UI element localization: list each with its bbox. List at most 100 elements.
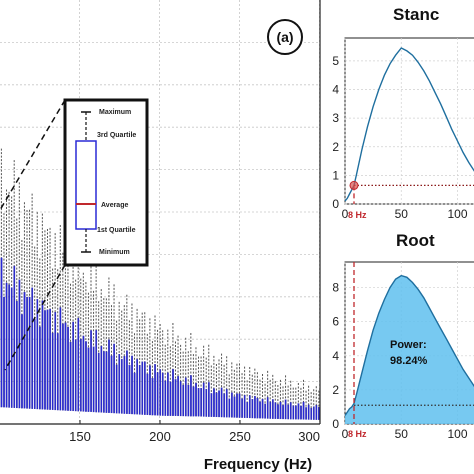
boxplot-box [72,321,74,412]
boxplot-x-tick-label: 150 [69,429,91,444]
boxplot-box [289,402,292,420]
boxplot-x-tick-label: 200 [149,429,171,444]
boxplot-box [225,389,228,418]
boxplot-box [33,319,36,409]
boxplot-box [295,405,297,420]
boxplot-box [144,361,146,415]
boxplot-box [210,393,213,417]
boxplot-box [156,372,159,416]
boxplot-box [228,398,231,418]
bottom-right-x-tick-label: 50 [395,427,409,441]
top-right-plot-area [344,37,474,205]
boxplot-box [312,406,315,420]
boxplot-box [39,326,41,410]
boxplot-box [305,407,307,420]
power-value: 98.24% [390,355,428,367]
boxplot-x-tick-label: 300 [298,429,320,444]
boxplot-box [41,300,44,410]
boxplot-box [10,287,13,408]
boxplot-box [202,382,205,417]
top-right-line [344,47,474,202]
boxplot-box [128,365,131,415]
boxplot-box [138,365,141,415]
boxplot-box [87,347,90,412]
boxplot-box [205,388,208,417]
boxplot-box [141,361,144,415]
legend-box [75,140,97,230]
boxplot-boxes [0,148,320,420]
boxplot-box [284,399,287,420]
boxplot-box [8,284,10,408]
boxplot-box [197,388,200,417]
boxplot-box [282,405,284,420]
boxplot-box [49,308,51,410]
boxplot-box [215,392,218,418]
legend-label-average: Average [101,202,128,209]
top-right-cutoff-marker [349,180,359,190]
boxplot-box [16,301,18,409]
boxplot-box [182,384,185,417]
boxplot-box [272,399,274,419]
bottom-right-y-tick-label: 4 [332,349,339,363]
boxplot-box [44,310,46,410]
boxplot-x-axis-title: Frequency (Hz) [204,456,312,473]
boxplot-box [67,326,69,411]
boxplot-box [105,351,108,413]
boxplot-box [177,376,179,417]
bottom-right-panel: Root 0 50 100 0 2 4 6 8 8 Hz Power: 98.24% [332,231,474,441]
boxplot-box [310,407,313,420]
bottom-right-line [344,274,474,416]
legend-label-minimum: Minimum [99,249,130,256]
boxplot-box [131,355,133,415]
boxplot-x-ticks: 150 200 250 300 [69,420,321,444]
boxplot-box [133,372,136,415]
top-right-y-tick-label: 4 [332,83,339,97]
boxplot-panel: 150 200 250 300 Frequency (Hz) (a) Maximum … [0,0,321,473]
boxplot-box [0,257,3,408]
boxplot-box [56,333,59,411]
boxplot-box [90,330,92,412]
boxplot-box [184,377,187,417]
top-right-y-tick-label: 2 [332,140,339,154]
boxplot-box [82,335,85,412]
boxplot-box [190,375,192,417]
boxplot-box [100,345,103,413]
bottom-right-x-tick-label: 0 [342,427,349,441]
boxplot-box [231,392,233,418]
boxplot-box [167,372,169,416]
boxplot-box [146,373,149,415]
boxplot-box [113,343,115,414]
top-right-x-tick-label: 100 [447,207,467,221]
boxplot-box [169,381,172,416]
boxplot-box [46,309,49,410]
boxplot-box [154,364,156,416]
top-right-title: Stanc [393,5,439,24]
bottom-right-x-tick-label: 100 [447,427,467,441]
boxplot-box [64,322,67,411]
boxplot-box [5,282,8,408]
boxplot-box [80,339,82,412]
boxplot-box [259,401,261,419]
legend-label-q1: 1st Quartile [97,227,136,234]
bottom-right-y-tick-label: 6 [332,315,339,329]
boxplot-box [246,402,249,418]
boxplot-box [277,404,279,419]
boxplot-box [195,383,197,417]
boxplot-box [315,405,318,420]
boxplot-box [213,388,215,417]
boxplot-box [297,403,300,420]
top-right-cutoff-label: 8 Hz [348,210,367,220]
boxplot-box [126,350,128,414]
boxplot-box [95,330,98,413]
boxplot-box [159,369,162,416]
boxplot-box [261,398,264,419]
bottom-right-area [345,275,474,424]
bottom-right-series [344,262,474,424]
boxplot-box [179,381,182,417]
top-right-y-tick-label: 3 [332,111,339,125]
boxplot-box [123,356,126,414]
boxplot-box [97,352,100,413]
boxplot-box [69,341,72,411]
top-right-x-tick-label: 50 [395,207,409,221]
